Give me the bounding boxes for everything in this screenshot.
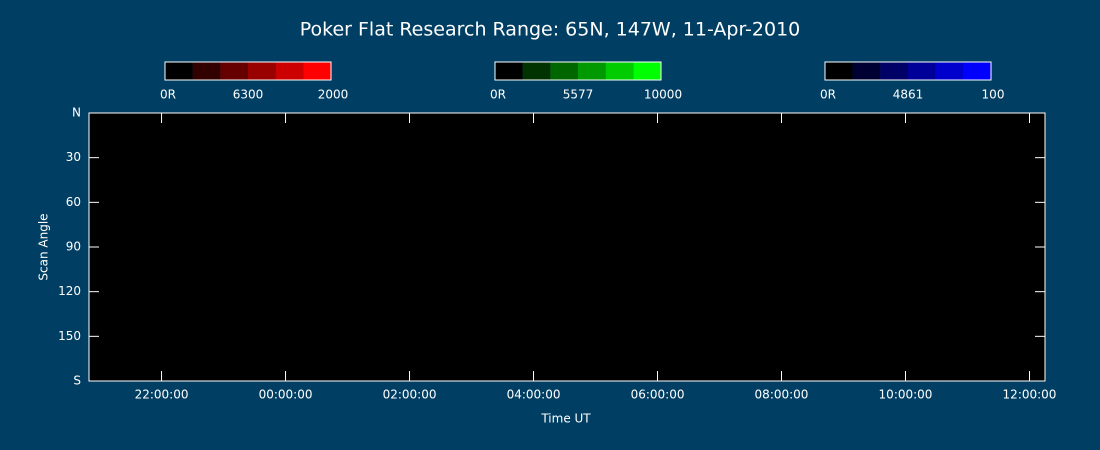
x-tick-label: 02:00:00 [383, 388, 437, 402]
x-tick-label: 10:00:00 [879, 388, 933, 402]
x-tick-label: 00:00:00 [259, 388, 313, 402]
colorbar-swatch [248, 62, 276, 80]
colorbar-max-label: 2000 [318, 88, 349, 102]
y-tick-label: 30 [66, 150, 81, 164]
colorbar-wavelength: 4861 [893, 88, 924, 102]
keogram-image [89, 113, 1045, 381]
colorbar-swatch [303, 62, 331, 80]
y-tick-label: S [73, 374, 81, 388]
colorbar-swatch [192, 62, 221, 80]
x-tick-label: 22:00:00 [135, 388, 189, 402]
colorbar-frame [824, 61, 992, 81]
colorbar-swatch [275, 62, 304, 80]
colorbar-swatch [578, 62, 606, 80]
x-tick-label: 12:00:00 [1003, 388, 1057, 402]
colorbar-swatch [633, 62, 661, 80]
colorbar-swatch [908, 62, 936, 80]
x-axis-label: Time UT [540, 412, 591, 426]
colorbar-swatch [522, 62, 551, 80]
y-axis-label: Scan Angle [37, 213, 51, 280]
y-tick-label: 150 [58, 329, 81, 343]
colorbar-min-label: 0R [490, 88, 506, 102]
colorbar-wavelength: 6300 [233, 88, 264, 102]
colorbar-swatch [825, 62, 853, 80]
colorbar-swatch [550, 62, 578, 80]
y-tick-label: 60 [66, 195, 81, 209]
colorbar-swatch [495, 62, 523, 80]
colorbar-min-label: 0R [160, 88, 176, 102]
colorbar-swatch [935, 62, 964, 80]
colorbar-swatch [165, 62, 193, 80]
chart-title: Poker Flat Research Range: 65N, 147W, 11… [300, 19, 801, 41]
y-tick-label: 120 [58, 284, 81, 298]
colorbar-swatch [605, 62, 634, 80]
colorbar-max-label: 10000 [644, 88, 682, 102]
y-tick-label: 90 [66, 240, 81, 254]
x-tick-label: 04:00:00 [507, 388, 561, 402]
colorbar-min-label: 0R [820, 88, 836, 102]
colorbar-frame [494, 61, 662, 81]
colorbar-max-label: 100 [982, 88, 1005, 102]
colorbar-swatch [852, 62, 881, 80]
x-tick-label: 08:00:00 [755, 388, 809, 402]
x-tick-label: 06:00:00 [631, 388, 685, 402]
colorbar-frame [164, 61, 332, 81]
colorbar-swatch [880, 62, 908, 80]
colorbar-swatch [220, 62, 248, 80]
colorbar-swatch [963, 62, 991, 80]
colorbar-wavelength: 5577 [563, 88, 594, 102]
y-tick-label: N [72, 106, 81, 120]
